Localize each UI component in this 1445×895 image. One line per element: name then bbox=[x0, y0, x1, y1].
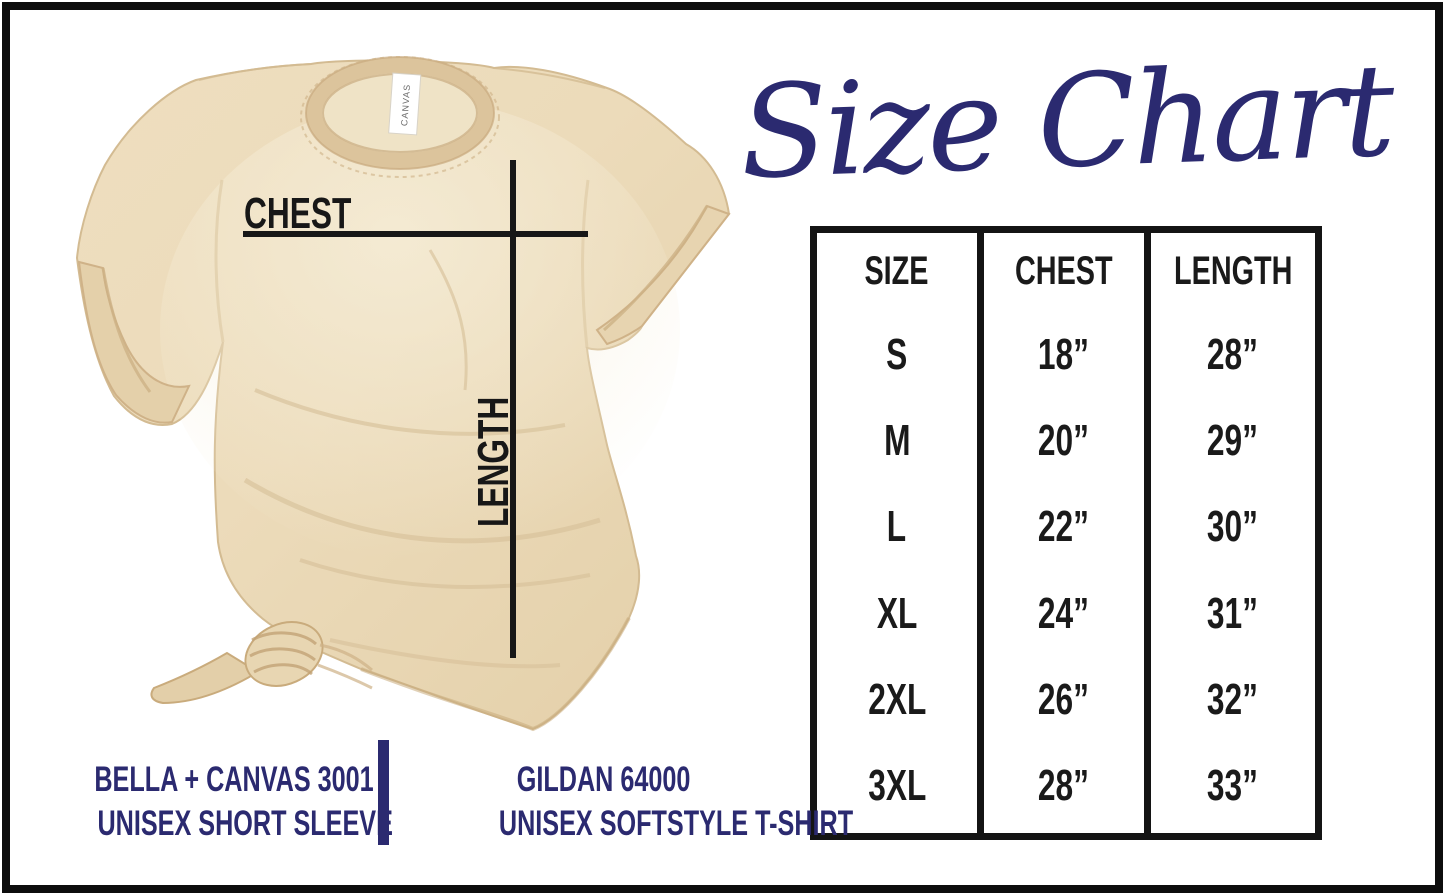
chest-label: CHEST bbox=[244, 189, 352, 238]
chest-cell: 22” bbox=[1038, 502, 1090, 552]
brand-divider-bar bbox=[378, 740, 389, 845]
brand-bella-line2: UNISEX SHORT SLEEVE bbox=[97, 804, 393, 843]
length-cell: 32” bbox=[1207, 674, 1259, 724]
size-chart-table: SIZE S M L XL 2XL 3XL CHEST 18” 20” 22” … bbox=[810, 226, 1322, 840]
brand-gildan-line2: UNISEX SOFTSTYLE T-SHIRT bbox=[498, 804, 854, 843]
size-cell: L bbox=[887, 502, 907, 552]
chest-measure-line bbox=[243, 231, 588, 237]
length-cell: 31” bbox=[1207, 588, 1259, 638]
length-measure-line bbox=[510, 160, 516, 658]
chest-cell: 18” bbox=[1038, 330, 1090, 380]
size-cell: 3XL bbox=[867, 760, 926, 810]
brand-gildan-line1: GILDAN 64000 bbox=[517, 760, 691, 799]
column-header-size: SIZE bbox=[864, 249, 929, 293]
knot bbox=[150, 621, 373, 705]
tshirt-illustration: CANVAS bbox=[75, 56, 731, 732]
chest-cell: 26” bbox=[1038, 674, 1090, 724]
size-cell: S bbox=[886, 330, 908, 380]
length-cell: 33” bbox=[1207, 760, 1259, 810]
size-cell: M bbox=[883, 416, 911, 466]
length-cell: 28” bbox=[1207, 330, 1259, 380]
chest-cell: 20” bbox=[1038, 416, 1090, 466]
chest-cell: 24” bbox=[1038, 588, 1090, 638]
chest-cell: 28” bbox=[1038, 760, 1090, 810]
length-cell: 29” bbox=[1207, 416, 1259, 466]
length-cell: 30” bbox=[1207, 502, 1259, 552]
size-cell: XL bbox=[876, 588, 918, 638]
page-title: Size Chart bbox=[737, 36, 1395, 209]
brand-gildan: GILDAN 64000 UNISEX SOFTSTYLE T-SHIRT bbox=[430, 758, 853, 846]
size-column: SIZE S M L XL 2XL 3XL bbox=[817, 233, 977, 833]
size-cell: 2XL bbox=[867, 674, 926, 724]
brand-tag-label: CANVAS bbox=[399, 83, 412, 126]
tshirt-photo: CANVAS bbox=[18, 26, 748, 748]
collar-ribbing bbox=[306, 57, 494, 169]
length-label: LENGTH bbox=[469, 396, 518, 527]
chest-column: CHEST 18” 20” 22” 24” 26” 28” bbox=[976, 233, 1144, 833]
brand-tag: CANVAS bbox=[388, 72, 422, 136]
brand-bella-canvas: BELLA + CANVAS 3001 UNISEX SHORT SLEEVE bbox=[40, 758, 393, 846]
length-column: LENGTH 28” 29” 30” 31” 32” 33” bbox=[1143, 233, 1315, 833]
fabric-wrinkles bbox=[243, 249, 601, 669]
column-header-length: LENGTH bbox=[1173, 249, 1292, 293]
column-header-chest: CHEST bbox=[1014, 249, 1113, 293]
brand-bella-line1: BELLA + CANVAS 3001 bbox=[94, 760, 374, 799]
